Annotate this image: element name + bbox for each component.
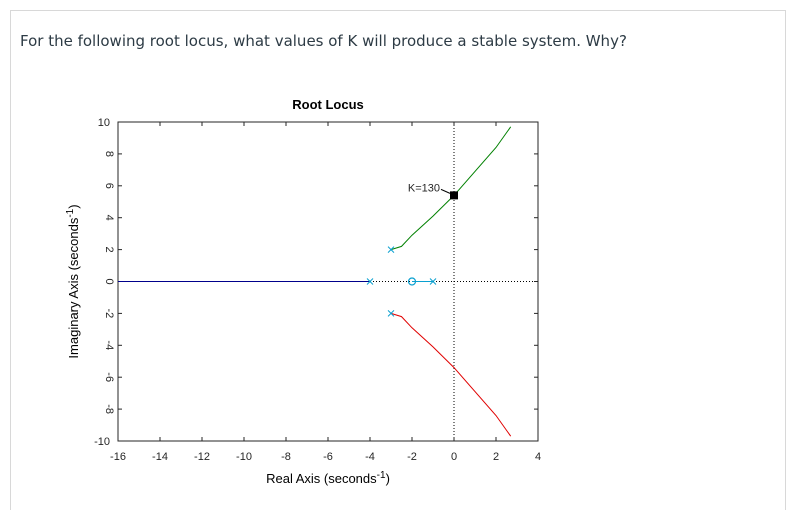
pole-marker [429, 278, 437, 285]
x-tick-label: -16 [110, 451, 126, 463]
pole-stroke [387, 246, 395, 253]
y-tick-label: 2 [103, 247, 115, 253]
x-tick-label: -8 [281, 451, 291, 463]
pole-marker [387, 246, 395, 253]
x-axis-label: Real Axis (seconds-1) [266, 470, 390, 486]
chart-axes: -16 -14 -12 -10 -8 -6 -4 -2 0 2 4 -10 -8 -6 -4 -2 0 2 4 6 8 1… [94, 117, 541, 463]
pole-stroke [429, 278, 437, 285]
x-tick-label: -10 [236, 451, 252, 463]
chart-markers: K=130 [366, 182, 458, 317]
x-tick-label: -4 [365, 451, 375, 463]
pole-marker [387, 310, 395, 317]
y-tick-label: -6 [103, 372, 115, 382]
x-axis-label-close: ) [386, 471, 390, 486]
y-axis-label-sup: -1 [65, 208, 76, 217]
chart-series [118, 126, 512, 437]
y-tick-label: 0 [103, 278, 115, 284]
y-tick-label: -4 [103, 340, 115, 350]
pole-stroke [366, 278, 374, 285]
y-tick-label: 8 [103, 151, 115, 157]
question-text: For the following root locus, what value… [20, 32, 627, 50]
y-tick-label: -8 [103, 404, 115, 414]
x-tick-label: 0 [451, 451, 457, 463]
zero-marker [407, 277, 417, 286]
y-axis-label: Imaginary Axis (seconds-1) [65, 204, 81, 358]
y-tick-label: -10 [94, 436, 110, 448]
x-tick-label: 2 [493, 451, 499, 463]
x-tick-label: -6 [323, 451, 333, 463]
chart-title: Root Locus [292, 97, 364, 112]
y-tick-label: 6 [103, 183, 115, 189]
x-tick-label: -12 [194, 451, 210, 463]
pole-marker [366, 278, 374, 285]
locus-branch-1 [390, 126, 512, 251]
annotation-label: K=130 [408, 182, 440, 194]
y-tick-label: 10 [98, 117, 110, 129]
x-tick-label: 4 [535, 451, 541, 463]
x-axis-label-sup: -1 [377, 470, 386, 481]
y-axis-label-close: ) [66, 204, 81, 208]
annotation-point [450, 191, 458, 200]
x-tick-label: -2 [407, 451, 417, 463]
annotation-leader [440, 188, 451, 194]
y-axis-label-text: Imaginary Axis (seconds [66, 217, 81, 358]
x-axis-label-text: Real Axis (seconds [266, 471, 377, 486]
x-tick-label: -14 [152, 451, 168, 463]
y-tick-label: -2 [103, 309, 115, 319]
pole-stroke [387, 310, 395, 317]
locus-branch-2 [390, 312, 512, 437]
y-tick-label: 4 [103, 215, 115, 221]
